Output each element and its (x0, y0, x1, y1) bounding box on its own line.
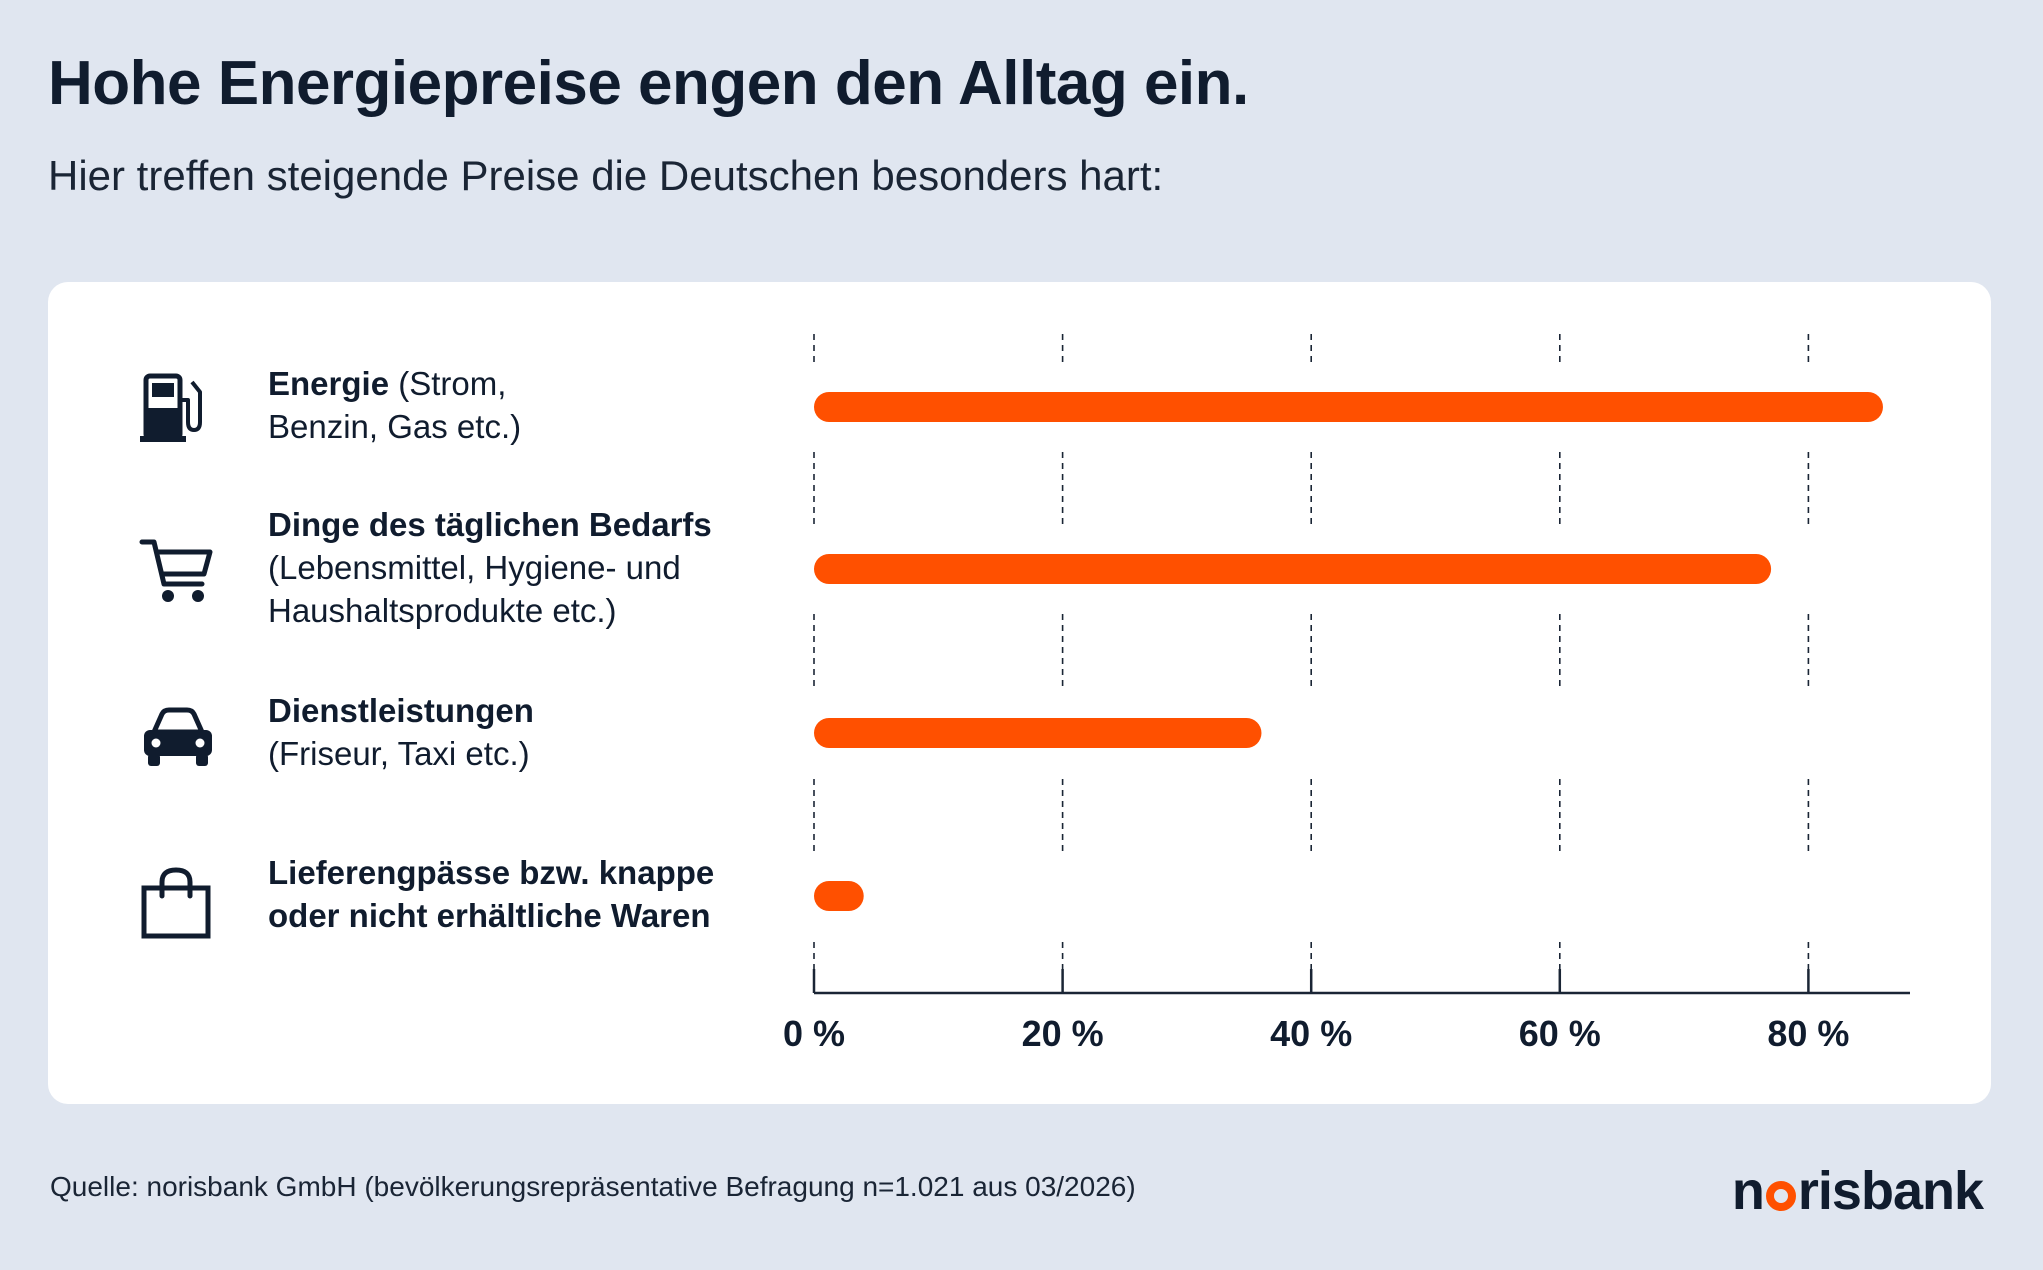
category-label-lieferengpaesse: Lieferengpässe bzw. knappe oder nicht er… (268, 854, 715, 934)
chart-card: Energie (Strom, Benzin, Gas etc.) Dinge … (48, 282, 1991, 1104)
x-tick-label-80: 80 % (1767, 1013, 1849, 1054)
category-label-bedarf: Dinge des täglichen Bedarfs (Lebensmitte… (268, 506, 712, 629)
category-label-dienstleistungen: Dienstleistungen (Friseur, Taxi etc.) (268, 692, 534, 772)
bar-chart: 0 % 20 % 40 % 60 % 80 % (783, 334, 1910, 1054)
x-tick-label-60: 60 % (1519, 1013, 1601, 1054)
bar-3 (814, 881, 864, 911)
category-label-energie: Energie (Strom, Benzin, Gas etc.) (268, 365, 522, 445)
source-note: Quelle: norisbank GmbH (bevölkerungsrepr… (50, 1171, 1136, 1202)
bar-1 (814, 554, 1772, 584)
x-tick-label-0: 0 % (783, 1013, 845, 1054)
logo-o-ring (1765, 1181, 1796, 1211)
shopping-bag-icon (141, 867, 211, 939)
car-icon (144, 707, 212, 766)
bar-0 (814, 392, 1883, 422)
shopping-cart-icon (139, 539, 213, 602)
bar-2 (814, 718, 1262, 748)
x-tick-label-40: 40 % (1270, 1013, 1352, 1054)
fuel-pump-icon (140, 373, 202, 442)
x-tick-label-20: 20 % (1022, 1013, 1104, 1054)
subtitle: Hier treffen steigende Preise die Deutsc… (48, 152, 1164, 199)
headline: Hohe Energiepreise engen den Alltag ein. (48, 49, 1249, 118)
norisbank-logo: n risbank (1731, 1161, 1984, 1221)
